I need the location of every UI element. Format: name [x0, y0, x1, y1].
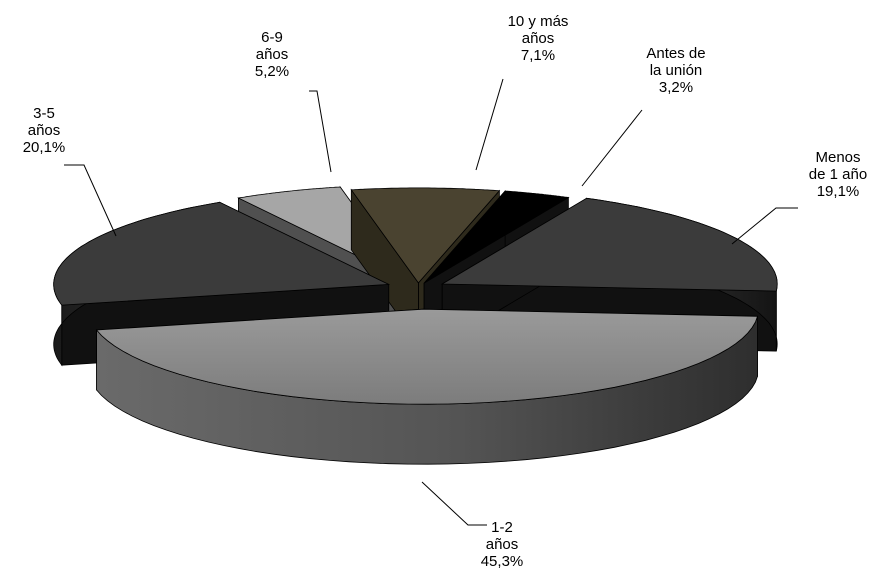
slice-name-label-1-1: de 1 año: [809, 166, 867, 183]
pie-slice-top-5: [350, 187, 501, 284]
slice-name-label-3-1: años: [28, 122, 61, 139]
slice-name-label-4-1: años: [256, 46, 289, 63]
slice-label-5: 10 y más años 7,1%: [508, 13, 569, 64]
labels-layer: Antes de la unión 3,2% Menos de 1 año 19,1% 1-…: [23, 13, 867, 570]
slice-label-2: 1-2 años 45,3%: [481, 519, 524, 570]
slice-label-0: Antes de la unión 3,2%: [646, 45, 705, 96]
slice-name-label-2-1: años: [486, 536, 519, 553]
leader-line-4: [309, 90, 332, 173]
leaders-layer: [64, 78, 798, 526]
slice-value-label-0: 3,2%: [659, 79, 693, 96]
slice-name-label-5-0: 10 y más: [508, 13, 569, 30]
pie-slice-top-1: [440, 197, 778, 292]
slice-name-label-0-1: la unión: [650, 62, 703, 79]
leader-line-1: [731, 207, 798, 245]
slice-value-label-1: 19,1%: [817, 183, 860, 200]
slice-name-label-1-0: Menos: [815, 149, 860, 166]
pie-slice-top-3: [53, 201, 391, 306]
slice-value-label-4: 5,2%: [255, 63, 289, 80]
slice-label-4: 6-9 años 5,2%: [255, 29, 289, 80]
pie-slice-top-2: [95, 308, 759, 405]
slice-name-label-4-0: 6-9: [261, 29, 283, 46]
slice-name-label-3-0: 3-5: [33, 105, 55, 122]
leader-line-0: [581, 109, 643, 187]
leader-line-5: [475, 78, 504, 171]
leader-line-3: [64, 164, 117, 237]
pie-slice-top-0: [423, 190, 570, 284]
slice-value-label-2: 45,3%: [481, 553, 524, 570]
pie-slice-2: [95, 308, 759, 465]
slice-name-label-5-1: años: [522, 30, 555, 47]
slice-value-label-3: 20,1%: [23, 139, 66, 156]
slice-name-label-0-0: Antes de: [646, 45, 705, 62]
slice-name-label-2-0: 1-2: [491, 519, 513, 536]
slices-layer: [53, 185, 778, 465]
slice-value-label-5: 7,1%: [521, 47, 555, 64]
slice-label-3: 3-5 años 20,1%: [23, 105, 66, 156]
leader-line-2: [421, 481, 487, 526]
slice-label-1: Menos de 1 año 19,1%: [809, 149, 867, 200]
